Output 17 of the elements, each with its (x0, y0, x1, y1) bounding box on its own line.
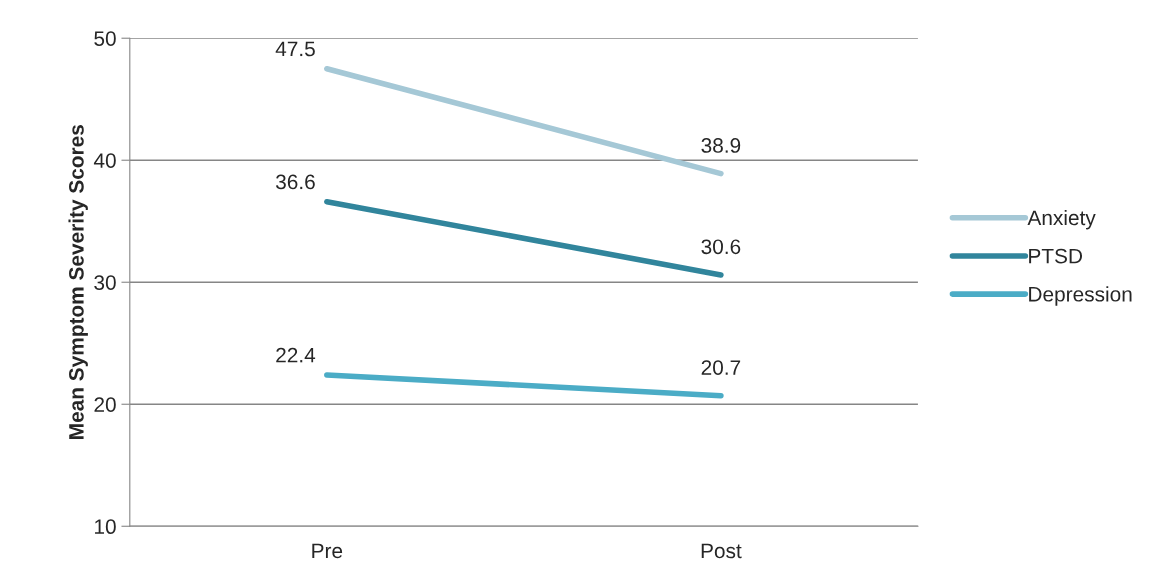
legend-label: PTSD (1029, 248, 1083, 264)
data-label: 20.7 (701, 360, 741, 375)
data-label: 38.9 (701, 138, 741, 153)
data-label: 30.6 (701, 239, 741, 255)
y-tick-label: 40 (93, 153, 116, 168)
data-label: 47.5 (275, 41, 315, 57)
y-axis-title: Mean Symptom Severity Scores (68, 125, 88, 439)
data-label: 22.4 (276, 347, 316, 363)
data-label: 36.6 (275, 174, 315, 190)
x-tick-label: Pre (312, 543, 343, 559)
x-tick-label: Post (701, 543, 742, 559)
y-tick-label: 10 (95, 519, 116, 535)
legend-label: Anxiety (1027, 209, 1096, 230)
y-tick-label: 30 (94, 275, 116, 290)
y-tick-label: 20 (94, 397, 116, 412)
legend-label: Depression (1029, 286, 1132, 306)
y-tick-label: 50 (94, 31, 116, 46)
